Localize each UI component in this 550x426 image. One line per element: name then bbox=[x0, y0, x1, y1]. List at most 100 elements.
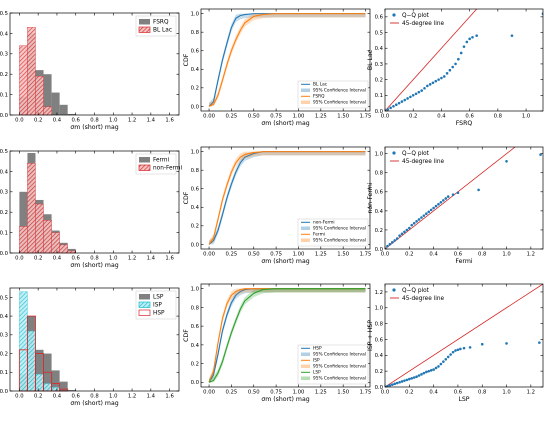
qq-point bbox=[400, 380, 404, 383]
qq-point bbox=[398, 234, 401, 237]
x-tick-label: 0.4 bbox=[429, 252, 438, 258]
bar-bl-lac bbox=[19, 45, 28, 116]
y-tick-label: 0.4 bbox=[375, 353, 384, 359]
qq-point bbox=[439, 362, 443, 366]
x-tick-label: 1.4 bbox=[147, 256, 156, 262]
qq-point bbox=[388, 242, 392, 246]
qq-point bbox=[410, 376, 414, 380]
x-tick-label: 0.8 bbox=[478, 252, 487, 258]
x-tick-label: 1.2 bbox=[128, 118, 136, 124]
x-tick-label: 1.0 bbox=[502, 252, 511, 258]
bar-non-fermi bbox=[35, 203, 44, 254]
y-tick-label: 1.0 bbox=[375, 152, 384, 158]
legend-label: Q−Q plot bbox=[402, 288, 430, 294]
y-tick-label: 0.4 bbox=[191, 343, 200, 349]
qq-point bbox=[405, 228, 409, 232]
y-tick-label: 0.4 bbox=[375, 46, 384, 52]
x-axis-label: σm (short) mag bbox=[70, 262, 118, 269]
bar-isp bbox=[19, 291, 28, 392]
reference-45-degree-line bbox=[385, 147, 516, 249]
legend-marker bbox=[392, 288, 396, 292]
y-axis-label: BL Lac bbox=[367, 49, 374, 70]
legend-label: HSP bbox=[313, 346, 322, 352]
qq-point bbox=[454, 349, 457, 352]
x-tick-label: 0.2 bbox=[34, 256, 42, 262]
x-tick-label: 0.8 bbox=[90, 394, 99, 400]
bar-non-fermi bbox=[59, 244, 68, 254]
x-tick-label: 0.2 bbox=[34, 118, 42, 124]
qq-point bbox=[444, 197, 448, 200]
qq-point bbox=[422, 371, 426, 375]
y-tick-label: 1.0 bbox=[191, 12, 200, 18]
x-tick-label: 1.6 bbox=[165, 256, 174, 262]
x-tick-label: 0.6 bbox=[72, 118, 81, 124]
qq-point bbox=[408, 226, 411, 230]
x-axis-label: σm (short) mag bbox=[261, 258, 309, 265]
y-tick-label: 0.4 bbox=[0, 314, 9, 320]
histogram-panel-hist-blazar: 0.0 0.2 0.4 0.6 0.8 1.0 1.2 1.4 1.6 0.0 0.1 0.2 0.3 0… bbox=[0, 11, 180, 131]
legend-label: ISP bbox=[153, 303, 162, 309]
qq-point bbox=[434, 366, 438, 370]
y-tick-label: 0.5 bbox=[0, 11, 8, 17]
x-tick-label: 0.6 bbox=[454, 252, 463, 258]
qq-point bbox=[440, 76, 443, 80]
y-tick-label: 0.6 bbox=[191, 324, 200, 330]
bar-isp bbox=[43, 383, 52, 392]
y-tick-label: 0.8 bbox=[375, 322, 384, 328]
legend-label: Fermi bbox=[313, 232, 325, 238]
qq-point bbox=[431, 81, 435, 85]
legend-label: Q−Q plot bbox=[402, 13, 430, 19]
qq-point bbox=[457, 57, 460, 61]
x-tick-label: 0.2 bbox=[405, 252, 413, 258]
x-tick-label: 0.25 bbox=[226, 252, 238, 258]
y-axis-label: non-Fermi bbox=[367, 182, 374, 213]
qq-point bbox=[459, 347, 462, 351]
qq-point bbox=[412, 221, 416, 225]
x-tick-label: 0.00 bbox=[203, 114, 215, 120]
qq-point bbox=[434, 79, 438, 83]
qq-point bbox=[459, 51, 463, 55]
x-tick-label: 1.2 bbox=[527, 252, 535, 258]
qq-point bbox=[412, 376, 416, 379]
axes-frame bbox=[384, 146, 544, 250]
y-tick-label: 0.0 bbox=[191, 242, 200, 248]
qq-point bbox=[388, 384, 392, 387]
legend-label: Q−Q plot bbox=[402, 151, 430, 157]
qq-point bbox=[539, 153, 542, 156]
x-tick-label: 1.50 bbox=[337, 390, 349, 396]
reference-45-degree-line bbox=[385, 284, 543, 387]
legend-label: HSP bbox=[153, 311, 165, 317]
y-tick-label: 0.1 bbox=[375, 93, 383, 99]
qq-point bbox=[414, 92, 418, 96]
y-tick-label: 0.2 bbox=[0, 210, 8, 216]
bar-isp bbox=[35, 373, 44, 392]
qq-point bbox=[397, 101, 401, 105]
qq-point bbox=[439, 200, 443, 204]
qq-point bbox=[393, 239, 397, 242]
legend-band bbox=[301, 100, 310, 104]
qq-point bbox=[390, 383, 394, 386]
qq-point bbox=[386, 244, 389, 248]
x-tick-label: 1.0 bbox=[109, 394, 118, 400]
x-tick-label: 0.00 bbox=[203, 252, 215, 258]
y-tick-label: 0.6 bbox=[375, 15, 384, 21]
legend-band bbox=[301, 238, 310, 242]
x-tick-label: 0.6 bbox=[72, 394, 81, 400]
cdf-line-fermi bbox=[208, 151, 366, 245]
y-tick-label: 0.6 bbox=[191, 187, 200, 193]
legend-label: BL Lac bbox=[313, 82, 328, 88]
bar-non-fermi bbox=[27, 163, 36, 254]
qq-point bbox=[406, 97, 409, 100]
y-tick-label: 0.6 bbox=[191, 49, 200, 55]
x-tick-label: 0.0 bbox=[381, 114, 390, 120]
legend-label: ISP bbox=[313, 358, 320, 364]
x-tick-label: 1.4 bbox=[147, 118, 156, 124]
qq-point bbox=[395, 237, 399, 240]
legend-label: LSP bbox=[313, 370, 321, 376]
x-tick-label: 1.6 bbox=[165, 394, 174, 400]
qq-point bbox=[442, 199, 445, 202]
legend-swatch bbox=[139, 157, 150, 163]
legend-swatch bbox=[138, 26, 151, 33]
y-tick-label: 0.0 bbox=[191, 104, 200, 110]
